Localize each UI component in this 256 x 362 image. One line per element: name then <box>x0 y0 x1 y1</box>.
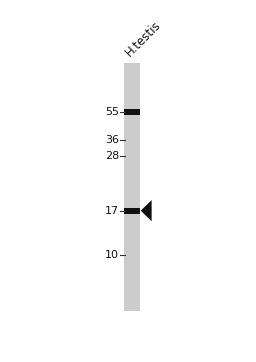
Bar <box>124 63 140 311</box>
Bar <box>124 109 140 115</box>
Text: 55: 55 <box>105 107 119 117</box>
Text: H.testis: H.testis <box>123 18 164 59</box>
Text: 10: 10 <box>105 250 119 260</box>
Text: 28: 28 <box>105 151 119 161</box>
Text: 36: 36 <box>105 135 119 144</box>
Text: 17: 17 <box>105 206 119 216</box>
Bar <box>124 208 140 214</box>
Polygon shape <box>141 200 152 221</box>
